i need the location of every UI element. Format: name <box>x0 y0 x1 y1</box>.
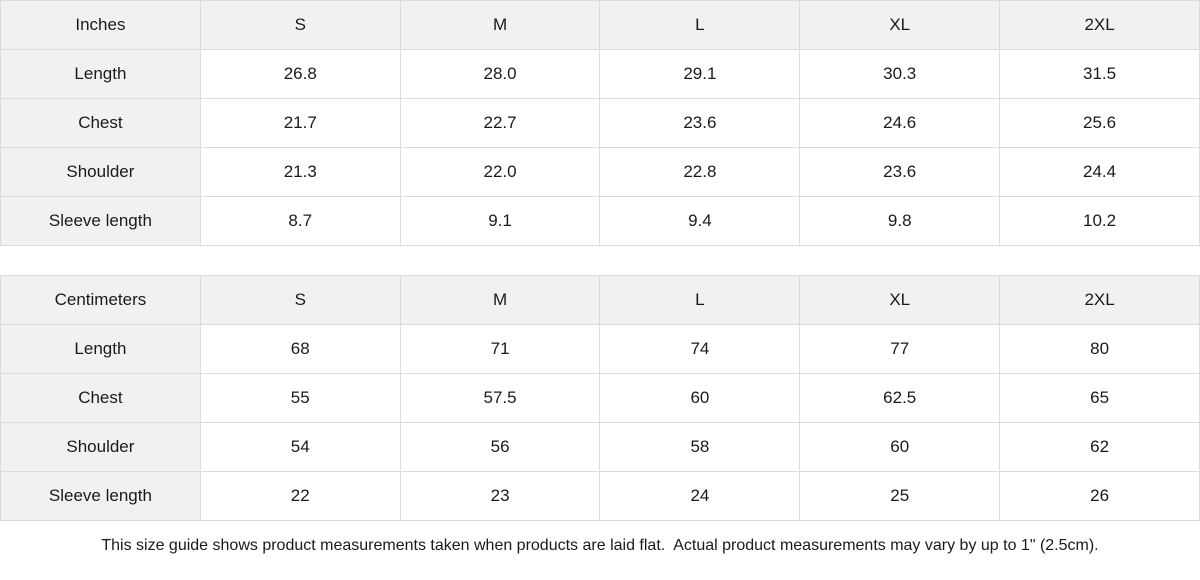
measurement-value-cell: 22.7 <box>399 98 601 148</box>
table-row: Length 26.8 28.0 29.1 30.3 31.5 <box>0 49 1200 99</box>
measurement-value-cell: 58 <box>599 422 801 472</box>
table-row: Chest 55 57.5 60 62.5 65 <box>0 373 1200 423</box>
measurement-value-cell: 60 <box>799 422 1001 472</box>
measurement-value-cell: 9.8 <box>799 196 1001 246</box>
measurement-value-cell: 9.4 <box>599 196 801 246</box>
measurement-value-cell: 21.7 <box>199 98 401 148</box>
measurement-value-cell: 8.7 <box>199 196 401 246</box>
unit-header-cell: Inches <box>0 0 201 50</box>
measurement-value-cell: 22.8 <box>599 147 801 197</box>
measurement-label-cell: Sleeve length <box>0 196 201 246</box>
measurement-value-cell: 54 <box>199 422 401 472</box>
measurement-label-cell: Sleeve length <box>0 471 201 521</box>
measurement-value-cell: 60 <box>599 373 801 423</box>
measurement-label-cell: Chest <box>0 373 201 423</box>
table-row: Sleeve length 22 23 24 25 26 <box>0 471 1200 521</box>
size-table-container-inches: Inches S M L XL 2XL Length 26.8 28.0 29.1 30.3 31.5… <box>0 0 1200 246</box>
measurement-label-cell: Length <box>0 49 201 99</box>
table-row: Chest 21.7 22.7 23.6 24.6 25.6 <box>0 98 1200 148</box>
size-header-cell: L <box>599 0 801 50</box>
measurement-value-cell: 24 <box>599 471 801 521</box>
table-row: Shoulder 21.3 22.0 22.8 23.6 24.4 <box>0 147 1200 197</box>
size-table-inches: Inches S M L XL 2XL Length 26.8 28.0 29.1 30.3 31.5… <box>0 0 1200 246</box>
measurement-value-cell: 22 <box>199 471 401 521</box>
measurement-label-cell: Shoulder <box>0 422 201 472</box>
table-row: Shoulder 54 56 58 60 62 <box>0 422 1200 472</box>
measurement-value-cell: 23.6 <box>599 98 801 148</box>
measurement-value-cell: 26.8 <box>199 49 401 99</box>
measurement-value-cell: 55 <box>199 373 401 423</box>
table-row: Sleeve length 8.7 9.1 9.4 9.8 10.2 <box>0 196 1200 246</box>
size-header-cell: L <box>599 275 801 325</box>
measurement-value-cell: 57.5 <box>399 373 601 423</box>
measurement-value-cell: 56 <box>399 422 601 472</box>
measurement-label-cell: Length <box>0 324 201 374</box>
measurement-value-cell: 25 <box>799 471 1001 521</box>
size-header-cell: XL <box>799 275 1001 325</box>
size-header-cell: 2XL <box>999 0 1200 50</box>
measurement-value-cell: 71 <box>399 324 601 374</box>
measurement-value-cell: 23 <box>399 471 601 521</box>
measurement-value-cell: 29.1 <box>599 49 801 99</box>
size-table-centimeters: Centimeters S M L XL 2XL Length 68 71 74 77 80 Chest… <box>0 275 1200 521</box>
unit-header-cell: Centimeters <box>0 275 201 325</box>
table-gap <box>0 246 1200 275</box>
measurement-value-cell: 24.6 <box>799 98 1001 148</box>
measurement-value-cell: 24.4 <box>999 147 1200 197</box>
size-header-cell: M <box>399 0 601 50</box>
measurement-value-cell: 9.1 <box>399 196 601 246</box>
size-header-cell: XL <box>799 0 1001 50</box>
measurement-value-cell: 22.0 <box>399 147 601 197</box>
size-table-container-centimeters: Centimeters S M L XL 2XL Length 68 71 74 77 80 Chest… <box>0 275 1200 521</box>
measurement-value-cell: 26 <box>999 471 1200 521</box>
size-header-cell: S <box>199 0 401 50</box>
measurement-value-cell: 62.5 <box>799 373 1001 423</box>
measurement-value-cell: 65 <box>999 373 1200 423</box>
measurement-label-cell: Shoulder <box>0 147 201 197</box>
measurement-label-cell: Chest <box>0 98 201 148</box>
measurement-value-cell: 31.5 <box>999 49 1200 99</box>
measurement-value-cell: 10.2 <box>999 196 1200 246</box>
measurement-value-cell: 80 <box>999 324 1200 374</box>
measurement-value-cell: 30.3 <box>799 49 1001 99</box>
size-header-cell: M <box>399 275 601 325</box>
measurement-value-cell: 68 <box>199 324 401 374</box>
measurement-value-cell: 23.6 <box>799 147 1001 197</box>
measurement-value-cell: 25.6 <box>999 98 1200 148</box>
size-header-cell: S <box>199 275 401 325</box>
measurement-value-cell: 62 <box>999 422 1200 472</box>
size-header-cell: 2XL <box>999 275 1200 325</box>
size-guide-note: This size guide shows product measuremen… <box>101 536 1099 554</box>
measurement-value-cell: 21.3 <box>199 147 401 197</box>
header-row: Centimeters S M L XL 2XL <box>0 275 1200 325</box>
measurement-value-cell: 28.0 <box>399 49 601 99</box>
measurement-value-cell: 74 <box>599 324 801 374</box>
measurement-value-cell: 77 <box>799 324 1001 374</box>
table-row: Length 68 71 74 77 80 <box>0 324 1200 374</box>
header-row: Inches S M L XL 2XL <box>0 0 1200 50</box>
